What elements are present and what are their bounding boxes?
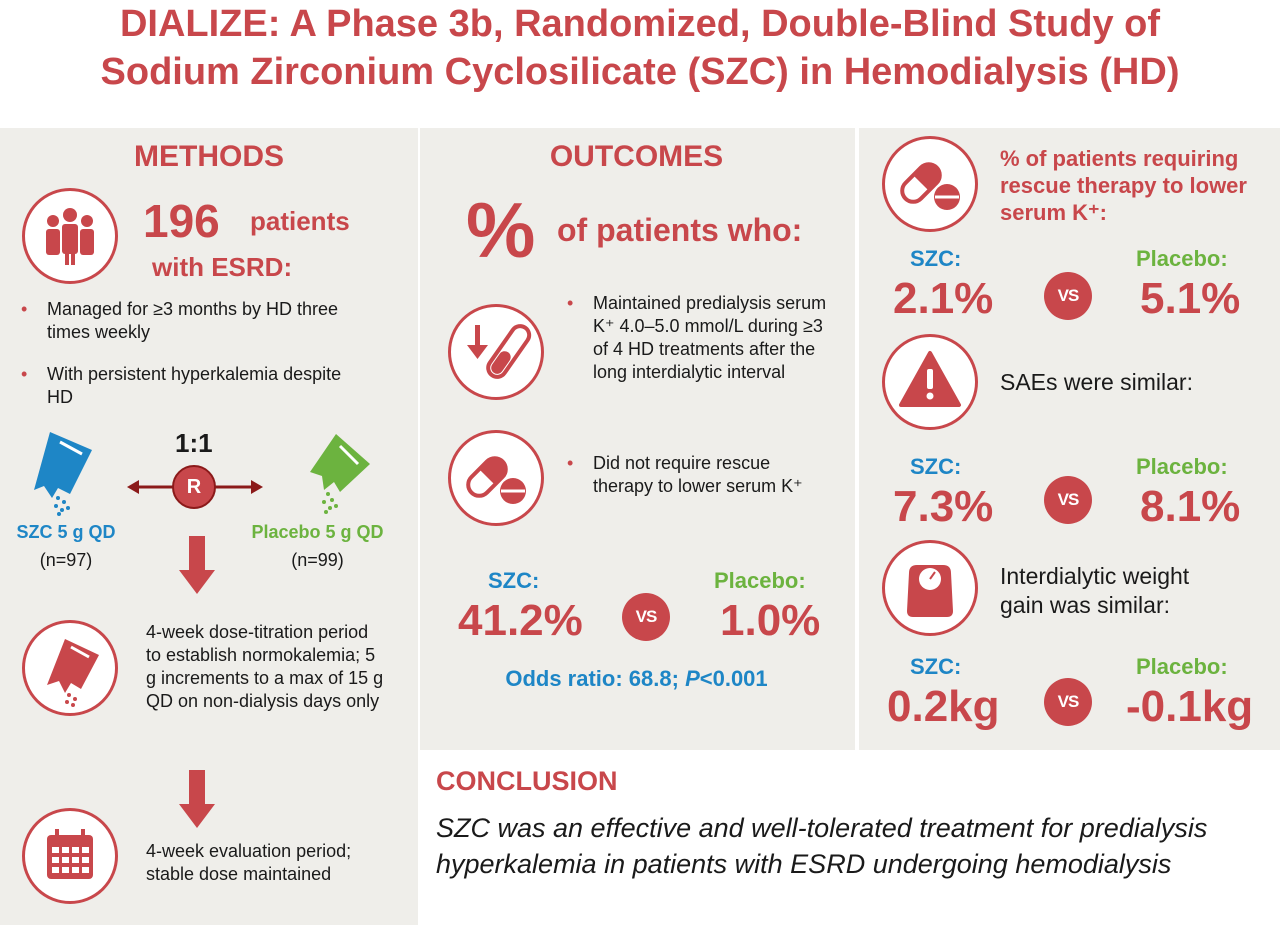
test-tube-icon bbox=[448, 304, 544, 400]
outcomes-placebo-value: 1.0% bbox=[720, 596, 821, 645]
placebo-arm-label: Placebo 5 g QD bbox=[251, 522, 384, 542]
warning-icon bbox=[882, 334, 978, 430]
rescue-placebo-label: Placebo: bbox=[1136, 246, 1228, 271]
sae-vs-badge: VS bbox=[1044, 476, 1092, 524]
rescue-szc-label: SZC: bbox=[910, 246, 962, 271]
weight-placebo-label: Placebo: bbox=[1136, 654, 1228, 679]
outcomes-szc-label: SZC: bbox=[488, 568, 540, 593]
methods-heading: METHODS bbox=[134, 140, 284, 173]
weight-vs-badge: VS bbox=[1044, 678, 1092, 726]
patients-icon bbox=[22, 188, 118, 284]
methods-bullet-1: Managed for ≥3 months by HD three times … bbox=[21, 298, 347, 344]
sae-placebo-label: Placebo: bbox=[1136, 454, 1228, 479]
rescue-vs-badge: VS bbox=[1044, 272, 1092, 320]
pill-icon bbox=[448, 430, 544, 526]
odds-ratio-text: Odds ratio: 68.8; bbox=[505, 666, 686, 691]
ratio-label: 1:1 bbox=[175, 428, 213, 458]
odds-ratio: Odds ratio: 68.8; P<0.001 bbox=[418, 666, 855, 692]
title-line-2: Sodium Zirconium Cyclosilicate (SZC) in … bbox=[100, 51, 1180, 93]
sae-szc-label: SZC: bbox=[910, 454, 962, 479]
outcomes-placebo-label: Placebo: bbox=[714, 568, 806, 593]
rescue-placebo-value: 5.1% bbox=[1140, 274, 1241, 323]
outcomes-heading: OUTCOMES bbox=[549, 140, 724, 173]
calendar-icon bbox=[22, 808, 118, 904]
sae-text: SAEs were similar: bbox=[1000, 369, 1193, 395]
down-arrow-icon bbox=[179, 770, 215, 828]
dose-packet-icon bbox=[22, 620, 118, 716]
p-value: <0.001 bbox=[699, 666, 768, 691]
randomize-badge: R bbox=[172, 465, 216, 509]
weight-szc-value: 0.2kg bbox=[887, 682, 1000, 731]
outcomes-bullet-1: Maintained predialysis serum K⁺ 4.0–5.0 … bbox=[567, 292, 833, 384]
conclusion-heading: CONCLUSION bbox=[436, 766, 618, 796]
p-label: P bbox=[685, 666, 700, 691]
title-line-1: DIALIZE: A Phase 3b, Randomized, Double-… bbox=[119, 3, 1161, 45]
szc-arm-n: (n=97) bbox=[39, 550, 93, 570]
patients-esrd: with ESRD: bbox=[152, 252, 293, 282]
outcomes-bullet-2: Did not require rescue therapy to lower … bbox=[567, 452, 833, 498]
outcomes-subheading: of patients who: bbox=[557, 212, 803, 248]
weight-placebo-value: -0.1kg bbox=[1126, 682, 1254, 731]
patients-count: 196 bbox=[143, 195, 220, 247]
placebo-arm-n: (n=99) bbox=[291, 550, 344, 570]
evaluation-text: 4-week evaluation period; stable dose ma… bbox=[146, 841, 352, 884]
patients-word: patients bbox=[250, 206, 350, 236]
pill-icon bbox=[882, 136, 978, 232]
weight-text: Interdialytic weight gain was similar: bbox=[1000, 563, 1190, 618]
rescue-heading: % of patients requiring rescue therapy t… bbox=[1000, 146, 1247, 225]
placebo-packet-icon bbox=[282, 430, 372, 525]
outcomes-vs-badge: VS bbox=[622, 593, 670, 641]
weight-szc-label: SZC: bbox=[910, 654, 962, 679]
down-arrow-icon bbox=[179, 536, 215, 594]
titration-text: 4-week dose-titration period to establis… bbox=[146, 622, 384, 711]
rescue-szc-value: 2.1% bbox=[893, 274, 994, 323]
sae-placebo-value: 8.1% bbox=[1140, 482, 1241, 531]
szc-packet-icon bbox=[28, 428, 98, 523]
sae-szc-value: 7.3% bbox=[893, 482, 994, 531]
scale-icon bbox=[882, 540, 978, 636]
outcomes-szc-value: 41.2% bbox=[458, 596, 583, 645]
methods-bullet-2: With persistent hyperkalemia despite HD bbox=[21, 363, 347, 409]
szc-arm-label: SZC 5 g QD bbox=[16, 522, 116, 542]
percent-symbol: % bbox=[466, 186, 536, 274]
conclusion-text: SZC was an effective and well-tolerated … bbox=[436, 813, 1208, 879]
